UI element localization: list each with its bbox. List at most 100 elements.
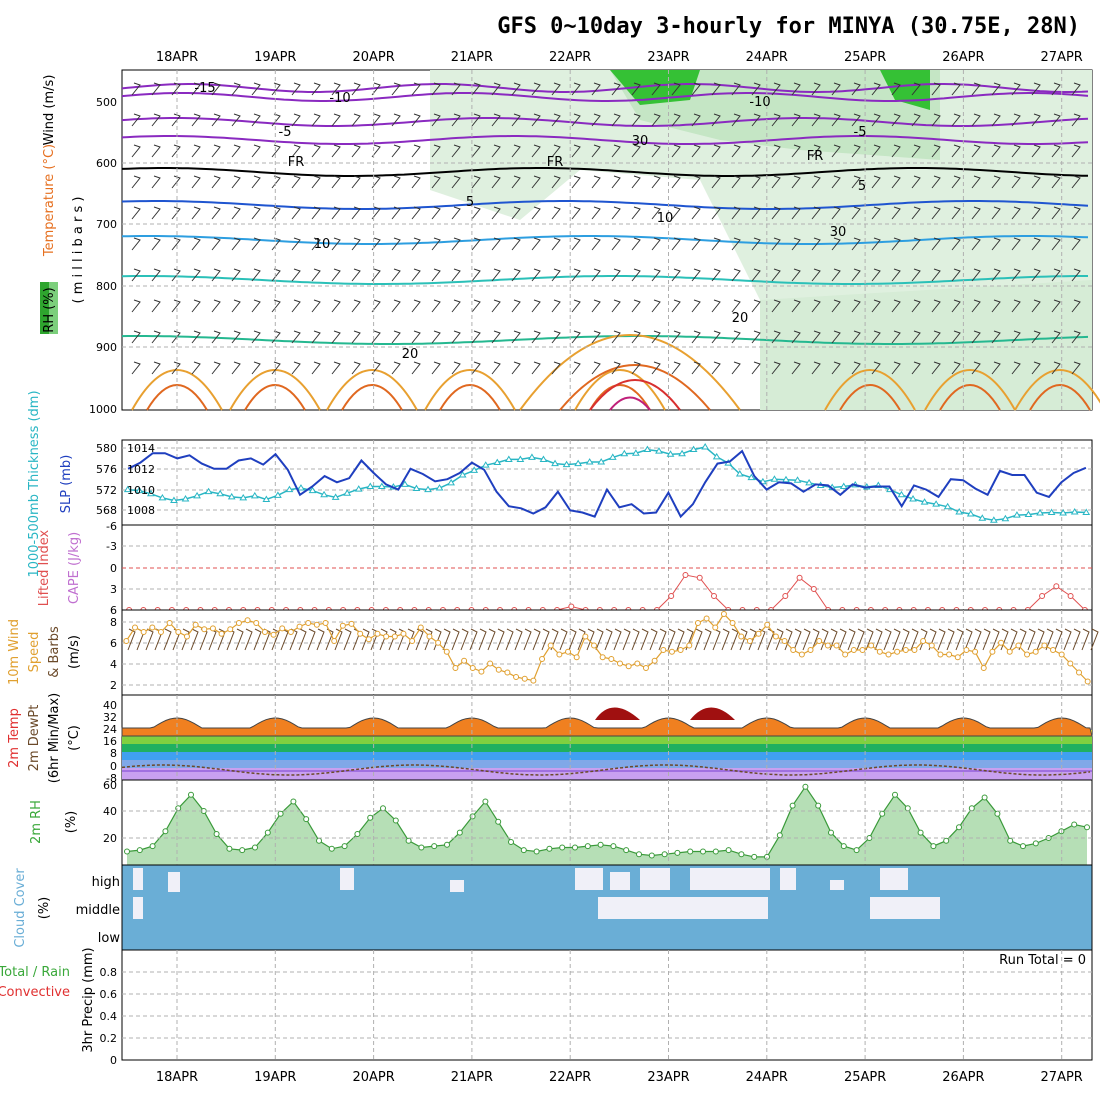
li-line-marker [782,593,789,599]
upper-wind-barb [451,268,461,282]
upper-wind-barb [311,237,321,251]
upper-wind-barb [131,175,141,189]
temp-band [122,770,1092,772]
wind10-barb [541,628,550,651]
upper-wind-barb [791,299,801,313]
wind10-barb [496,628,505,651]
upper-wind-barb [511,82,521,96]
pressure-tick: 900 [96,341,117,354]
contour-label: 30 [632,134,649,149]
upper-wind-barb [191,268,201,282]
temp-ylabel-unit: (°C) [67,725,82,751]
temp-ylabel-b: 2m DewPt [27,705,42,772]
thickness-line-marker [401,480,409,487]
upper-wind-barb [791,113,801,127]
wind10-barb [1054,628,1063,651]
contour-label: 20 [732,311,749,326]
upper-wind-barb [431,82,441,96]
upper-wind-barb [371,330,381,344]
upper-wind-barb [291,175,301,189]
upper-wind-barb [991,299,1001,313]
upper-wind-barb [851,237,861,251]
upper-wind-barb [491,361,501,375]
rh-marker [879,810,886,817]
upper-wind-barb [191,175,201,189]
upper-wind-barb [551,268,561,282]
wind10-barb [919,628,928,651]
upper-wind-barb [371,82,381,96]
upper-wind-barb [291,330,301,344]
upper-grid [122,70,1092,410]
upper-wind-barb [131,113,141,127]
upper-wind-barb [1031,330,1041,344]
upper-wind-barb [591,144,601,158]
upper-wind-barb [311,330,321,344]
upper-air-panel: 500 600 700 800 900 1000 -15 -10 -10 -5 -5 FR FR FR 5… [40,69,1100,416]
slp-ylabel: SLP (mb) [59,455,74,514]
upper-wind-barb [591,175,601,189]
upper-wind-barb [971,144,981,158]
wind10-barb [145,628,154,651]
precip-tick: 0 [110,1054,117,1067]
wind10-barb [478,628,487,651]
upper-wind-barb [871,175,881,189]
rh-marker [444,841,450,848]
upper-wind-barb [871,361,881,375]
cloud-clear-cell [780,868,796,890]
upper-wind-barb [531,268,541,282]
upper-wind-barb [871,268,881,282]
precip-grid [122,950,1092,1060]
wind10-barb [1081,628,1090,651]
wind10-barb [757,628,766,651]
thickness-line-marker [227,492,236,500]
wind-speed-line-marker [807,647,814,653]
warm-contour [839,384,901,411]
upper-wind-barb [691,175,701,189]
upper-wind-barb [991,175,1001,189]
upper-wind-barb [991,82,1001,96]
thickness-line-marker [123,485,132,493]
wind10-barb [235,628,244,651]
wind-speed-line-marker [296,623,303,630]
wind-speed-line-marker [920,638,927,644]
li-ticks: -6 -3 0 3 6 [106,520,117,617]
thickness-line-marker [793,476,802,483]
thickness-line-marker [274,491,282,498]
upper-wind-barb [351,144,361,158]
precip-tick: 0.2 [100,1032,118,1045]
upper-wind-barb [1071,82,1081,96]
thickness-line-marker [955,507,964,515]
upper-wind-barb [171,299,181,313]
bottom-date-label: 24APR [746,1070,788,1085]
upper-wind-barb [771,144,781,158]
upper-wind-barb [951,175,961,189]
upper-wind-barb [571,237,581,251]
upper-wind-barb [771,299,781,313]
li-ylabel: Lifted Index [37,529,52,606]
upper-wind-barb [151,144,161,158]
wind10-series [123,611,1091,685]
temp-band [122,744,1092,752]
upper-wind-barb [131,330,141,344]
cloud-clear-cell [575,868,603,890]
slp-tick: 1012 [127,463,155,476]
li-tick: -3 [106,540,117,553]
li-tick: -6 [106,520,117,533]
upper-wind-barb [531,82,541,96]
wind-speed-line-marker [209,625,216,632]
thickness-line-marker [943,502,952,510]
upper-wind-barb [731,144,741,158]
upper-wind-barb [191,299,201,313]
wind10-barb [829,628,838,651]
wind-ylabel-unit: (m/s) [67,635,82,669]
thickness-line-marker [354,485,363,492]
upper-wind-barb [691,268,701,282]
temperature-ylabel: Temperature (°C) [42,144,57,257]
thickness-line-marker [504,455,513,462]
wind-speed-line-marker [322,620,329,626]
upper-wind-barb [291,299,301,313]
upper-wind-barb [811,237,821,251]
upper-wind-barb [1011,361,1021,375]
warm-contour [424,369,516,411]
thickness-line-marker [250,491,259,499]
